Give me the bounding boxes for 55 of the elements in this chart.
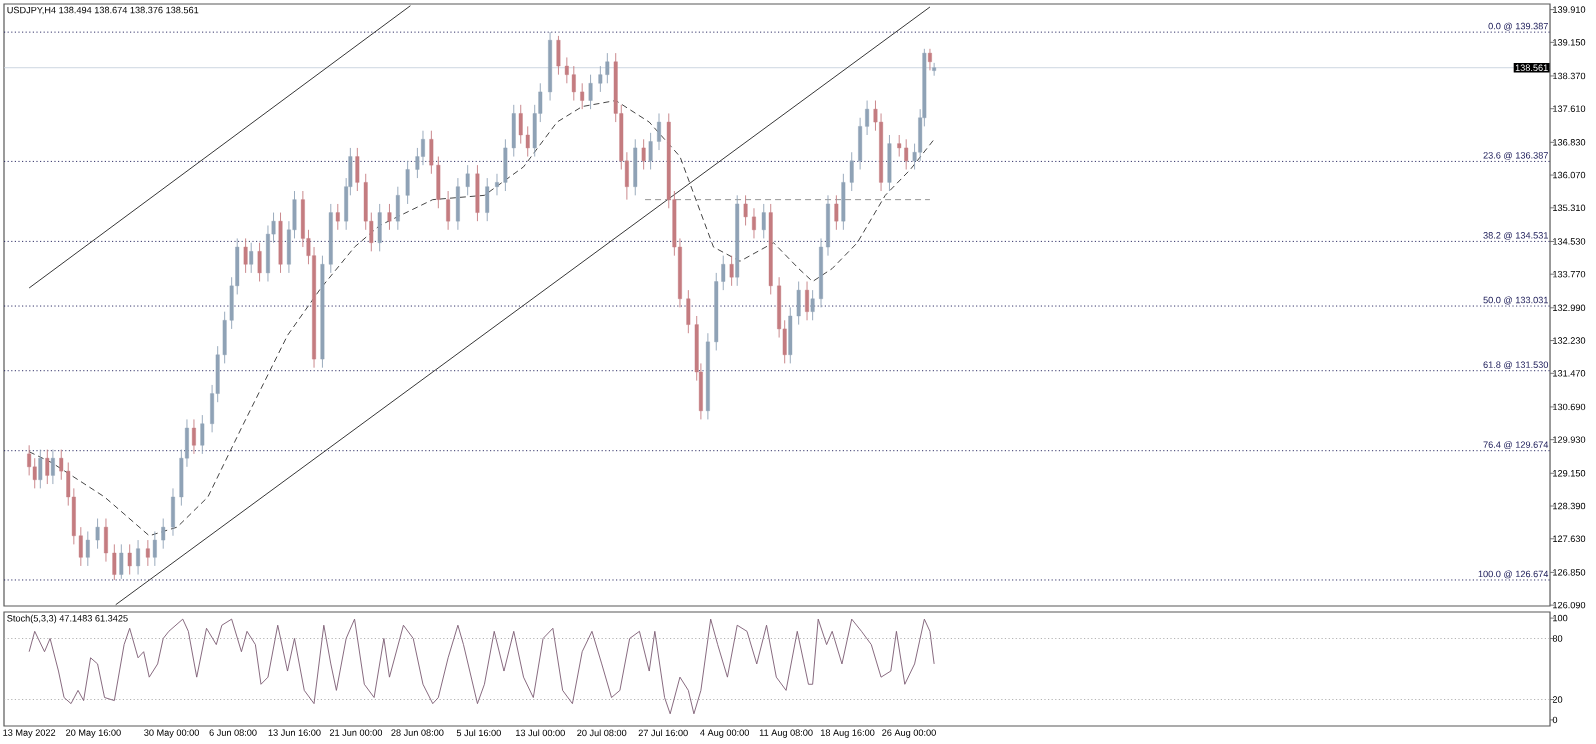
candlestick (152, 531, 157, 567)
candlestick (85, 531, 90, 567)
candlestick (475, 164, 480, 222)
candlestick (465, 164, 470, 196)
candlestick (104, 518, 108, 563)
candlestick (605, 52, 610, 84)
candlestick (743, 194, 748, 226)
candlestick (257, 242, 262, 282)
candlestick (518, 104, 523, 145)
candlestick (805, 281, 809, 321)
candlestick (571, 65, 576, 101)
candlestick (200, 414, 205, 455)
candlestick (335, 203, 340, 231)
candlestick (119, 543, 124, 580)
candlestick (887, 134, 892, 192)
candlestick (556, 35, 561, 76)
candlestick (648, 132, 653, 170)
candlestick (729, 255, 734, 287)
candlestick (249, 242, 254, 274)
candlestick (495, 173, 499, 196)
candlestick (377, 203, 382, 252)
candlestick (171, 487, 175, 537)
candlestick (904, 138, 909, 170)
candlestick (588, 74, 593, 110)
candlestick (38, 449, 43, 489)
candlestick (928, 48, 932, 71)
candlestick (387, 203, 392, 231)
candlestick (641, 138, 646, 170)
candlestick (145, 539, 150, 567)
candlestick (834, 194, 839, 231)
candlestick (50, 449, 55, 485)
candlestick (446, 190, 451, 231)
candlestick (752, 207, 756, 239)
candlestick (598, 65, 603, 93)
candlestick (45, 449, 50, 485)
candlestick (897, 134, 902, 157)
candlestick (127, 543, 132, 575)
candlestick (633, 138, 638, 196)
candlestick (112, 543, 117, 581)
candlestick (191, 418, 196, 455)
candlestick (932, 62, 937, 77)
candlestick (455, 177, 460, 231)
candlestick (810, 289, 815, 321)
line-series (28, 100, 935, 537)
candlestick (243, 237, 248, 274)
candlestick (405, 160, 410, 205)
candlestick (580, 82, 585, 110)
candlestick (136, 539, 141, 575)
candlestick (657, 113, 661, 151)
candlestick (95, 518, 100, 550)
candlestick (485, 177, 490, 222)
candlestick (761, 203, 766, 239)
candlestick (278, 212, 283, 274)
candlestick (161, 518, 166, 550)
candlestick (395, 186, 400, 231)
